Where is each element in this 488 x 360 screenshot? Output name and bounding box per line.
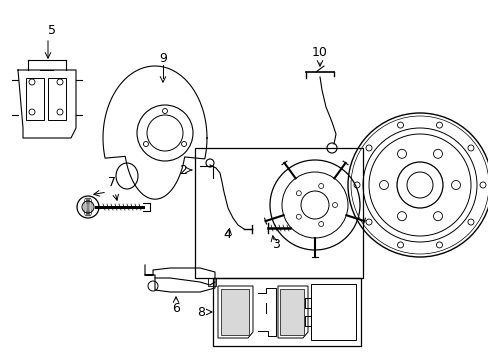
Text: 5: 5: [48, 23, 56, 36]
Polygon shape: [280, 289, 304, 335]
Text: 3: 3: [271, 238, 279, 252]
Text: 7: 7: [108, 176, 116, 189]
Polygon shape: [218, 286, 252, 338]
Text: 8: 8: [197, 306, 204, 319]
Text: 4: 4: [223, 229, 230, 242]
Polygon shape: [278, 286, 307, 338]
Bar: [213, 278, 360, 346]
Text: 9: 9: [159, 51, 166, 64]
Bar: [48, 78, 66, 120]
Text: 2: 2: [179, 163, 186, 176]
Text: 10: 10: [311, 45, 327, 58]
Bar: [195, 148, 362, 278]
Bar: [26, 78, 44, 120]
Bar: [207, 278, 216, 286]
Text: 6: 6: [172, 302, 180, 315]
Polygon shape: [221, 289, 248, 335]
Polygon shape: [310, 284, 355, 340]
